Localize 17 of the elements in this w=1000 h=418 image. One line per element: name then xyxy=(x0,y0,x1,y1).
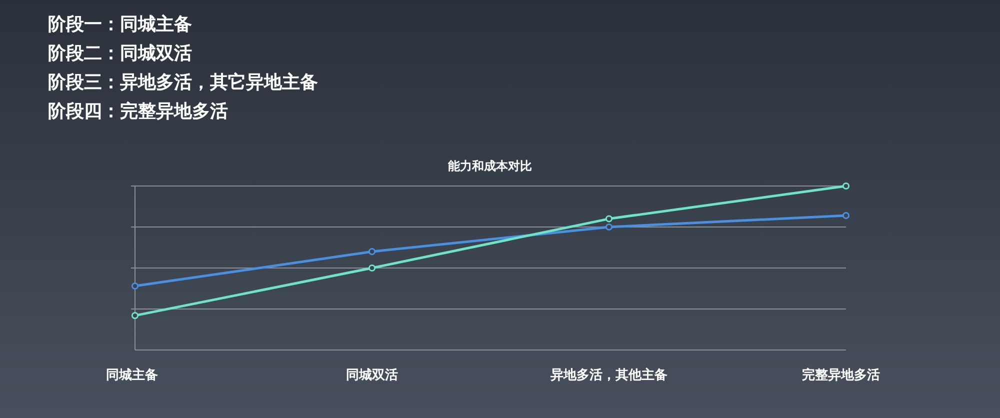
chart-title: 能力和成本对比 xyxy=(448,159,532,173)
point xyxy=(605,215,613,222)
text: 阶段四：完整异地多活 xyxy=(48,101,228,122)
point xyxy=(131,282,139,290)
point xyxy=(131,312,139,320)
text: 阶段一：同城主备 xyxy=(48,14,192,35)
x-tick-label: 同城双活 xyxy=(346,368,398,383)
text: 阶段三：异地多活，其它异地主备 xyxy=(48,72,318,93)
point xyxy=(842,212,850,220)
point xyxy=(605,223,613,231)
text: 阶段二：同城双活 xyxy=(48,43,192,64)
x-tick-label: 完整异地多活 xyxy=(802,367,880,383)
point xyxy=(368,248,376,256)
point xyxy=(842,182,850,190)
x-tick-label: 异地多活，其他主备 xyxy=(550,367,668,383)
x-tick-label: 同城主备 xyxy=(106,367,158,383)
point xyxy=(368,264,376,272)
